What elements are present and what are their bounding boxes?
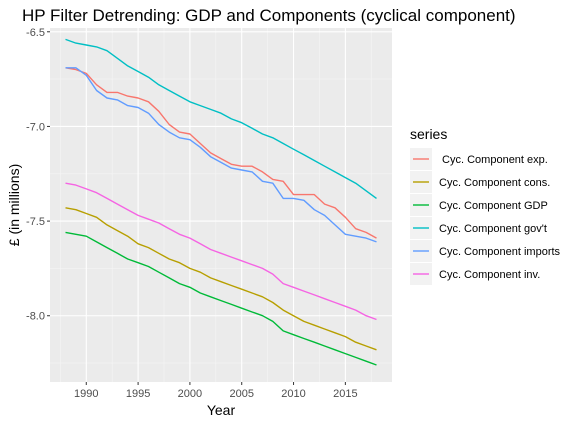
plot-panel (50, 28, 392, 382)
x-tick-label: 2005 (229, 388, 253, 400)
y-tick-label: -7.0 (26, 121, 45, 133)
y-tick-label: -7.5 (26, 216, 45, 228)
series-line-6 (65, 182, 377, 321)
series-line-3 (65, 231, 377, 366)
legend-label: Cyc. Component exp. (439, 154, 548, 166)
x-tick-label: 2000 (178, 388, 202, 400)
chart-title: HP Filter Detrending: GDP and Components… (22, 6, 516, 25)
series-line-5 (65, 67, 377, 243)
major-gridlines (50, 28, 392, 382)
x-tick-label: 2010 (281, 388, 305, 400)
axis-ticks (47, 31, 346, 385)
y-axis-title: £ (in millions) (6, 164, 22, 246)
y-tick-label: -6.5 (26, 27, 45, 39)
legend-label: Cyc. Component GDP (439, 200, 548, 212)
x-tick-label: 1995 (126, 388, 150, 400)
series-lines (65, 38, 377, 366)
legend-title: series (410, 126, 447, 142)
y-tick-label: -8.0 (26, 311, 45, 323)
x-tick-label: 1990 (74, 388, 98, 400)
series-line-1 (65, 67, 377, 239)
legend-label: Cyc. Component inv. (439, 269, 540, 281)
legend-label: Cyc. Component gov't (439, 223, 547, 235)
legend-label: Cyc. Component imports (439, 246, 561, 258)
tick-labels: 1990 1995 2000 2005 2010 2015 -6.5 -7.0 -7.5 -8.0 (26, 27, 358, 400)
series-line-4 (65, 38, 377, 199)
x-tick-label: 2015 (333, 388, 357, 400)
x-axis-title: Year (207, 402, 236, 418)
legend-label: Cyc. Component cons. (439, 177, 550, 189)
series-line-2 (65, 207, 377, 351)
legend: Cyc. Component exp. Cyc. Component cons. C… (410, 148, 561, 285)
